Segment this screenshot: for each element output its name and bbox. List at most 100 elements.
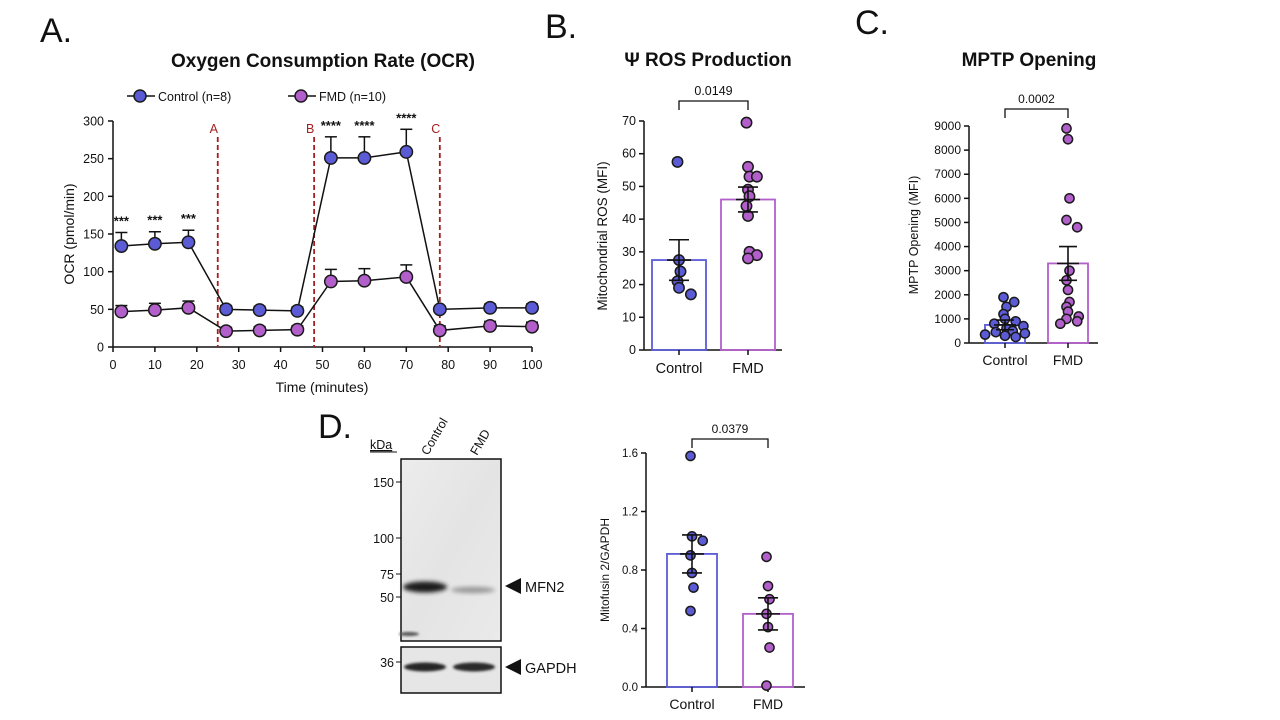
mfn2-chart-significance-bracket — [691, 438, 769, 448]
injection-label: C — [431, 122, 440, 136]
gapdh-band-fmd — [453, 662, 495, 672]
mfn2-chart-data-point — [685, 605, 696, 617]
mfn2-band-fmd — [451, 586, 495, 594]
blot-lane-label-control: Control — [418, 416, 450, 458]
mptp-chart-data-point — [1010, 315, 1022, 327]
ocr-y-tick-label: 100 — [83, 265, 104, 279]
mfn2-chart-y-tick-label: 1.6 — [622, 448, 638, 460]
ocr-data-point — [323, 150, 338, 165]
panel-label-a: A. — [40, 12, 72, 50]
mfn2-band-control — [403, 581, 447, 593]
ocr-data-point — [323, 274, 338, 289]
mptp-chart-data-point — [979, 329, 991, 340]
mptp-chart-y-tick-label: 2000 — [934, 288, 961, 302]
ocr-y-tick-label: 50 — [90, 303, 104, 317]
ocr-data-point — [525, 319, 539, 334]
ros-chart-category-label: Control — [656, 361, 703, 377]
ocr-data-point — [483, 318, 498, 333]
ocr-data-point — [483, 300, 498, 315]
ros-chart-data-point — [750, 170, 763, 183]
marker-150: 150 — [373, 476, 394, 490]
mptp-bar-chart: MPTP Opening MPTP Opening (MFI) 0 1000 200… — [907, 50, 1098, 368]
significance-marker: *** — [181, 211, 197, 226]
mptp-chart-y-tick-label: 8000 — [934, 143, 961, 157]
mptp-chart-data-point — [1064, 192, 1075, 204]
ocr-data-point — [181, 300, 196, 315]
mptp-chart-y-tick-label: 6000 — [934, 191, 961, 205]
ocr-data-point — [147, 236, 162, 251]
ocr-x-tick-label: 10 — [148, 358, 162, 372]
ros-chart-data-point — [740, 200, 753, 213]
ros-chart-y-tick-label: 0 — [629, 343, 636, 357]
significance-marker: **** — [396, 110, 417, 125]
panel-label-b: B. — [545, 8, 577, 46]
legend-marker-fmd — [294, 89, 308, 103]
ros-chart-p-value: 0.0149 — [694, 84, 732, 98]
ocr-data-point — [290, 303, 305, 318]
ocr-data-point — [252, 303, 267, 318]
ocr-y-tick-label: 250 — [83, 152, 104, 166]
gapdh-band-label: GAPDH — [525, 661, 577, 677]
ocr-x-tick-label: 30 — [232, 358, 246, 372]
panel-label-c: C. — [855, 4, 889, 42]
injection-label: A — [210, 122, 219, 136]
mptp-chart-y-tick-label: 0 — [954, 336, 961, 350]
ocr-data-point — [181, 235, 196, 250]
mptp-chart-y-tick-label: 4000 — [934, 240, 961, 254]
mptp-chart-y-tick-label: 1000 — [934, 312, 961, 326]
marker-100: 100 — [373, 532, 394, 546]
mptp-chart-data-point — [1061, 214, 1072, 226]
ocr-data-point — [357, 273, 372, 288]
ros-chart-y-tick-label: 40 — [622, 212, 636, 226]
mfn2-chart-category-label: Control — [669, 696, 714, 712]
marker-75: 75 — [380, 568, 394, 582]
ros-chart-y-tick-label: 60 — [622, 147, 636, 161]
mfn2-chart-category-label: FMD — [753, 696, 783, 712]
mptp-chart-data-point — [1010, 331, 1022, 343]
blot-unit-label: kDa — [370, 438, 392, 452]
ros-chart-y-tick-label: 30 — [622, 245, 636, 259]
ocr-data-point — [114, 304, 129, 319]
mfn2-chart-data-point — [688, 582, 699, 593]
mfn2-chart-y-tick-label: 1.2 — [622, 507, 638, 519]
ocr-x-tick-label: 20 — [190, 358, 204, 372]
ocr-data-point — [252, 323, 267, 338]
mfn2-chart-data-point — [761, 680, 772, 691]
marker-50: 50 — [380, 591, 394, 605]
mptp-y-axis-label: MPTP Opening (MFI) — [907, 176, 921, 295]
ros-chart-y-tick-label: 50 — [622, 179, 636, 193]
mfn2-chart-data-point — [764, 593, 775, 605]
mfn2-chart-y-tick-label: 0.4 — [622, 624, 639, 636]
mptp-chart-data-point — [1064, 265, 1075, 277]
mfn2-band-label: MFN2 — [525, 580, 564, 596]
ocr-data-point — [432, 323, 447, 338]
mptp-chart-y-tick-label: 3000 — [934, 264, 961, 278]
ocr-x-tick-label: 60 — [357, 358, 371, 372]
mptp-chart-category-label: FMD — [1053, 352, 1083, 368]
mptp-chart-y-tick-label: 5000 — [934, 215, 961, 229]
mptp-chart-y-tick-label: 9000 — [934, 119, 961, 133]
significance-marker: **** — [354, 118, 375, 133]
ros-chart-data-point — [673, 281, 685, 294]
mptp-chart-data-point — [1062, 133, 1074, 145]
mfn2-arrowhead — [505, 578, 521, 594]
ros-chart-y-tick-label: 20 — [622, 278, 636, 292]
mfn2-blot-membrane — [400, 458, 502, 642]
mfn2-bar-chart: Mitofusin 2/GAPDH 0.0 0.4 0.8 1.2 1.6 Control… — [598, 422, 805, 712]
ocr-x-tick-label: 0 — [110, 358, 117, 372]
ros-y-axis-label: Mitochondrial ROS (MFI) — [595, 161, 610, 310]
ocr-x-tick-label: 80 — [441, 358, 455, 372]
mfn2-chart-data-point — [761, 551, 772, 563]
significance-marker: **** — [321, 118, 342, 133]
mfn2-chart-y-tick-label: 0.0 — [622, 682, 638, 694]
mptp-chart-data-point — [1054, 318, 1066, 330]
ocr-y-axis-label: OCR (pmol/min) — [61, 183, 77, 284]
legend-marker-control — [133, 89, 147, 103]
mptp-chart-category-label: Control — [982, 352, 1027, 368]
ocr-chart-title: Oxygen Consumption Rate (OCR) — [171, 51, 475, 72]
ros-chart-significance-bracket — [678, 100, 749, 110]
ocr-data-point — [357, 150, 372, 165]
ocr-data-point — [432, 302, 447, 317]
ocr-x-tick-label: 50 — [316, 358, 330, 372]
ocr-x-tick-label: 100 — [522, 358, 543, 372]
